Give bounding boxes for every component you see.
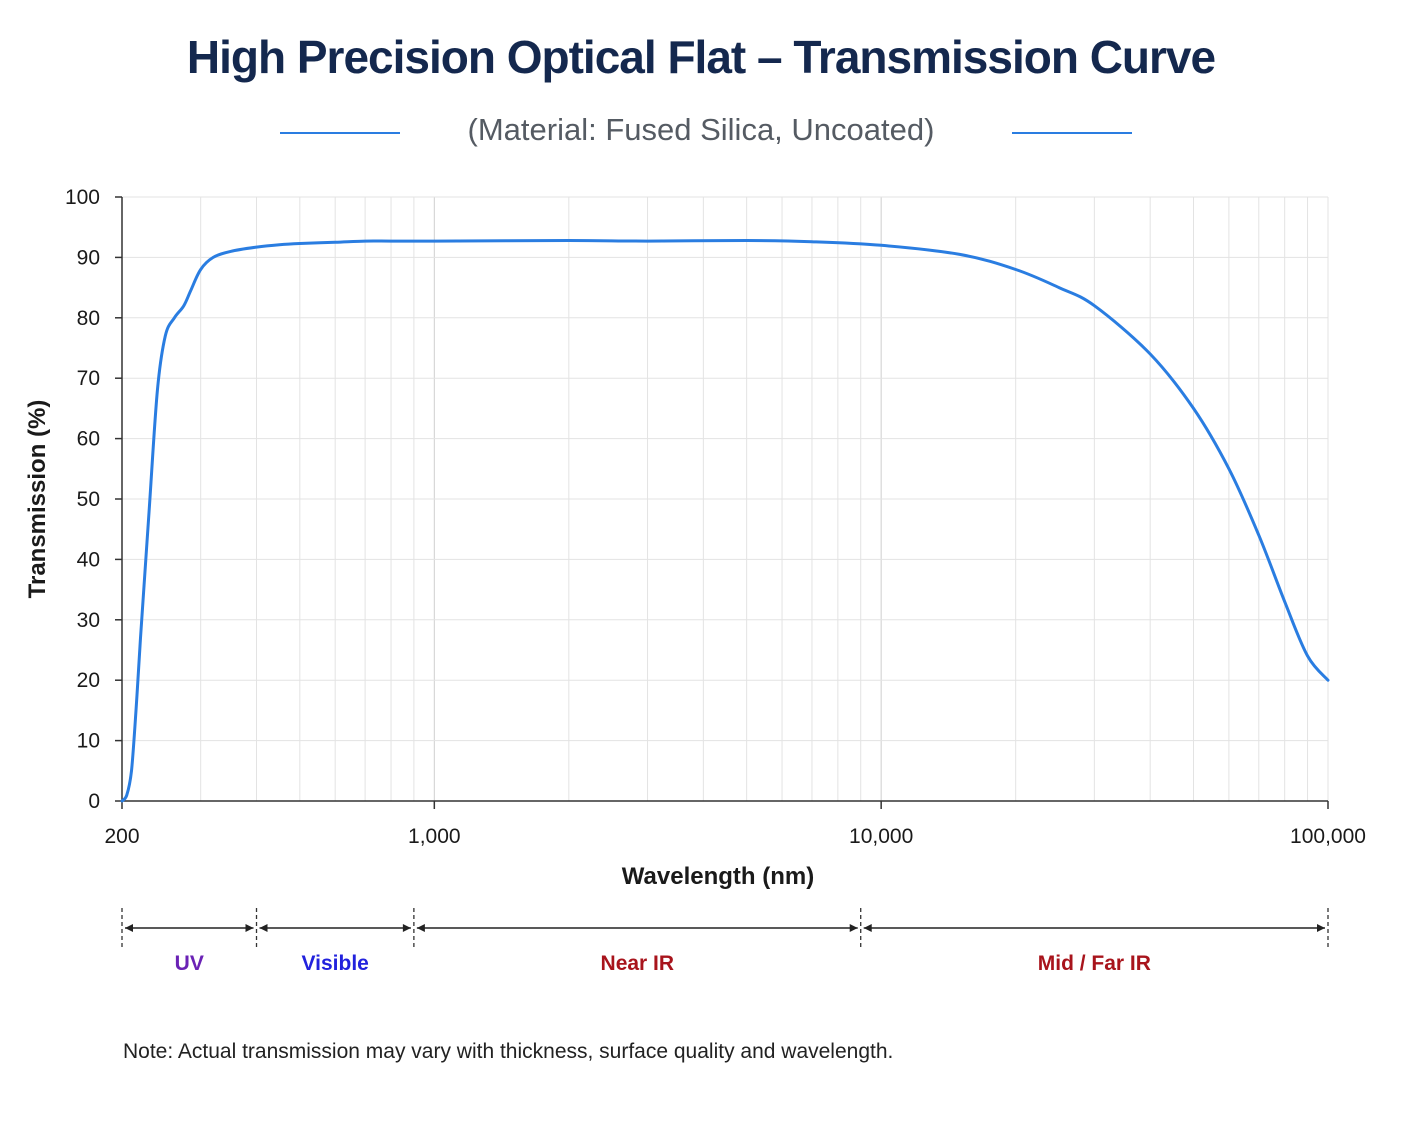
transmission-series-line <box>120 238 1330 803</box>
region-label: UV <box>175 952 204 975</box>
subtitle-row: (Material: Fused Silica, Uncoated) <box>0 112 1402 152</box>
region-arrow-left <box>416 924 425 932</box>
y-tick-label: 90 <box>77 246 100 269</box>
region-arrow-right <box>245 924 254 932</box>
region-arrow-left <box>863 924 872 932</box>
region-arrow-right <box>402 924 411 932</box>
y-tick-label: 80 <box>77 307 100 330</box>
region-arrow-right <box>849 924 858 932</box>
x-tick-label: 10,000 <box>849 825 913 848</box>
transmission-chart: 0 10 20 30 40 50 60 70 80 90 100 200 1,000 10,000 100… <box>24 186 1366 975</box>
x-tick-labels: 200 1,000 10,000 100,000 <box>104 825 1365 848</box>
spectral-regions: UV Visible Near IR Mid / Far IR <box>121 908 1329 975</box>
y-tick-label: 50 <box>77 488 100 511</box>
chart-title: High Precision Optical Flat – Transmissi… <box>186 31 1216 83</box>
chart-subtitle: (Material: Fused Silica, Uncoated) <box>467 112 935 147</box>
region-label: Near IR <box>601 952 675 975</box>
y-axis-label: Transmission (%) <box>24 400 51 599</box>
y-tick-label: 30 <box>77 609 100 632</box>
y-tick-labels: 0 10 20 30 40 50 60 70 80 90 100 <box>65 186 100 813</box>
subtitle-rule-left <box>280 132 400 134</box>
y-tick-label: 0 <box>88 790 100 813</box>
region-label: Visible <box>302 952 369 975</box>
region-label: Mid / Far IR <box>1038 952 1151 975</box>
y-tick-label: 40 <box>77 548 100 571</box>
region-arrow-left <box>259 924 268 932</box>
y-tick-label: 20 <box>77 669 100 692</box>
y-tick-label: 60 <box>77 428 100 451</box>
subtitle-rule-right <box>1012 132 1132 134</box>
grid-lines <box>122 196 1329 802</box>
x-tick-label: 200 <box>104 825 139 848</box>
x-tick-label: 100,000 <box>1290 825 1366 848</box>
y-tick-label: 100 <box>65 186 100 209</box>
y-tick-label: 10 <box>77 730 100 753</box>
x-tick-label: 1,000 <box>408 825 461 848</box>
region-arrow-right <box>1317 924 1325 932</box>
axes <box>115 196 1329 809</box>
footnote: Note: Actual transmission may vary with … <box>123 1040 894 1063</box>
y-tick-label: 70 <box>77 367 100 390</box>
x-axis-label: Wavelength (nm) <box>622 863 814 890</box>
region-arrow-left <box>125 924 133 932</box>
